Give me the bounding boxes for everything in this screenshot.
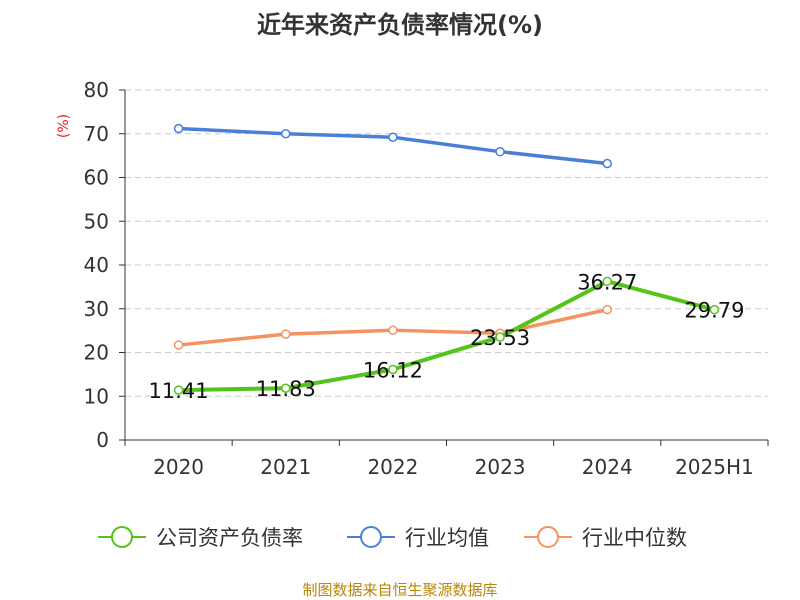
legend-label: 行业均值 <box>405 526 489 550</box>
legend-label: 行业中位数 <box>582 526 687 550</box>
y-tick-label: 30 <box>84 297 109 321</box>
data-point <box>388 325 398 335</box>
legend-marker <box>111 526 133 548</box>
data-point <box>388 132 398 142</box>
x-tick-label: 2021 <box>260 455 311 479</box>
data-point <box>173 385 184 395</box>
legend-marker <box>360 526 382 548</box>
chart-title: 近年来资产负债率情况(%) <box>257 11 543 39</box>
legend-item[interactable]: 行业均值 <box>347 526 489 550</box>
data-point <box>495 332 505 342</box>
data-point <box>602 304 612 315</box>
x-tick-label: 2022 <box>367 455 418 479</box>
data-label: 11.83 <box>256 377 316 401</box>
legend-item[interactable]: 行业中位数 <box>524 526 687 550</box>
x-tick-label: 2025H1 <box>675 455 754 479</box>
legend: 公司资产负债率 行业均值 行业中位数 <box>98 526 687 550</box>
data-point <box>281 129 291 139</box>
x-tick-label: 2023 <box>475 455 526 479</box>
data-label: 16.12 <box>363 358 423 382</box>
data-point <box>281 383 291 393</box>
y-tick-label: 60 <box>84 166 109 190</box>
x-tick-label: 2024 <box>582 455 633 479</box>
y-tick-label: 80 <box>84 78 109 102</box>
data-point <box>602 276 612 287</box>
data-point <box>602 158 612 169</box>
grid-lines <box>125 89 768 397</box>
data-label: 36.27 <box>577 270 637 294</box>
data-point <box>709 304 720 315</box>
data-label: 23.53 <box>470 326 530 350</box>
data-point <box>173 340 184 350</box>
y-tick-label: 10 <box>84 384 109 408</box>
legend-marker <box>537 526 559 548</box>
y-tick-label: 0 <box>96 428 109 452</box>
y-tick-label: 20 <box>84 341 109 365</box>
data-point <box>281 329 291 339</box>
legend-item[interactable]: 公司资产负债率 <box>98 526 303 550</box>
series-lines <box>173 123 720 395</box>
axes: 0 10 20 30 40 50 60 70 80 2020 2021 2022 2023 2024 202… <box>84 78 769 479</box>
source-note: 制图数据来自恒生聚源数据库 <box>302 581 497 599</box>
data-point <box>173 123 184 134</box>
data-point <box>388 364 398 375</box>
legend-label: 公司资产负债率 <box>156 526 303 550</box>
data-label: 29.79 <box>684 299 744 323</box>
y-tick-label: 50 <box>84 209 109 233</box>
data-labels: 11.41 11.83 16.12 23.53 36.27 29.79 <box>149 270 745 403</box>
y-axis-unit-label: (%) <box>56 114 72 138</box>
y-tick-label: 70 <box>84 122 109 146</box>
data-point <box>495 146 505 157</box>
x-tick-label: 2020 <box>153 455 204 479</box>
y-tick-label: 40 <box>84 253 109 277</box>
data-label: 11.41 <box>149 379 209 403</box>
series-line <box>176 279 717 393</box>
